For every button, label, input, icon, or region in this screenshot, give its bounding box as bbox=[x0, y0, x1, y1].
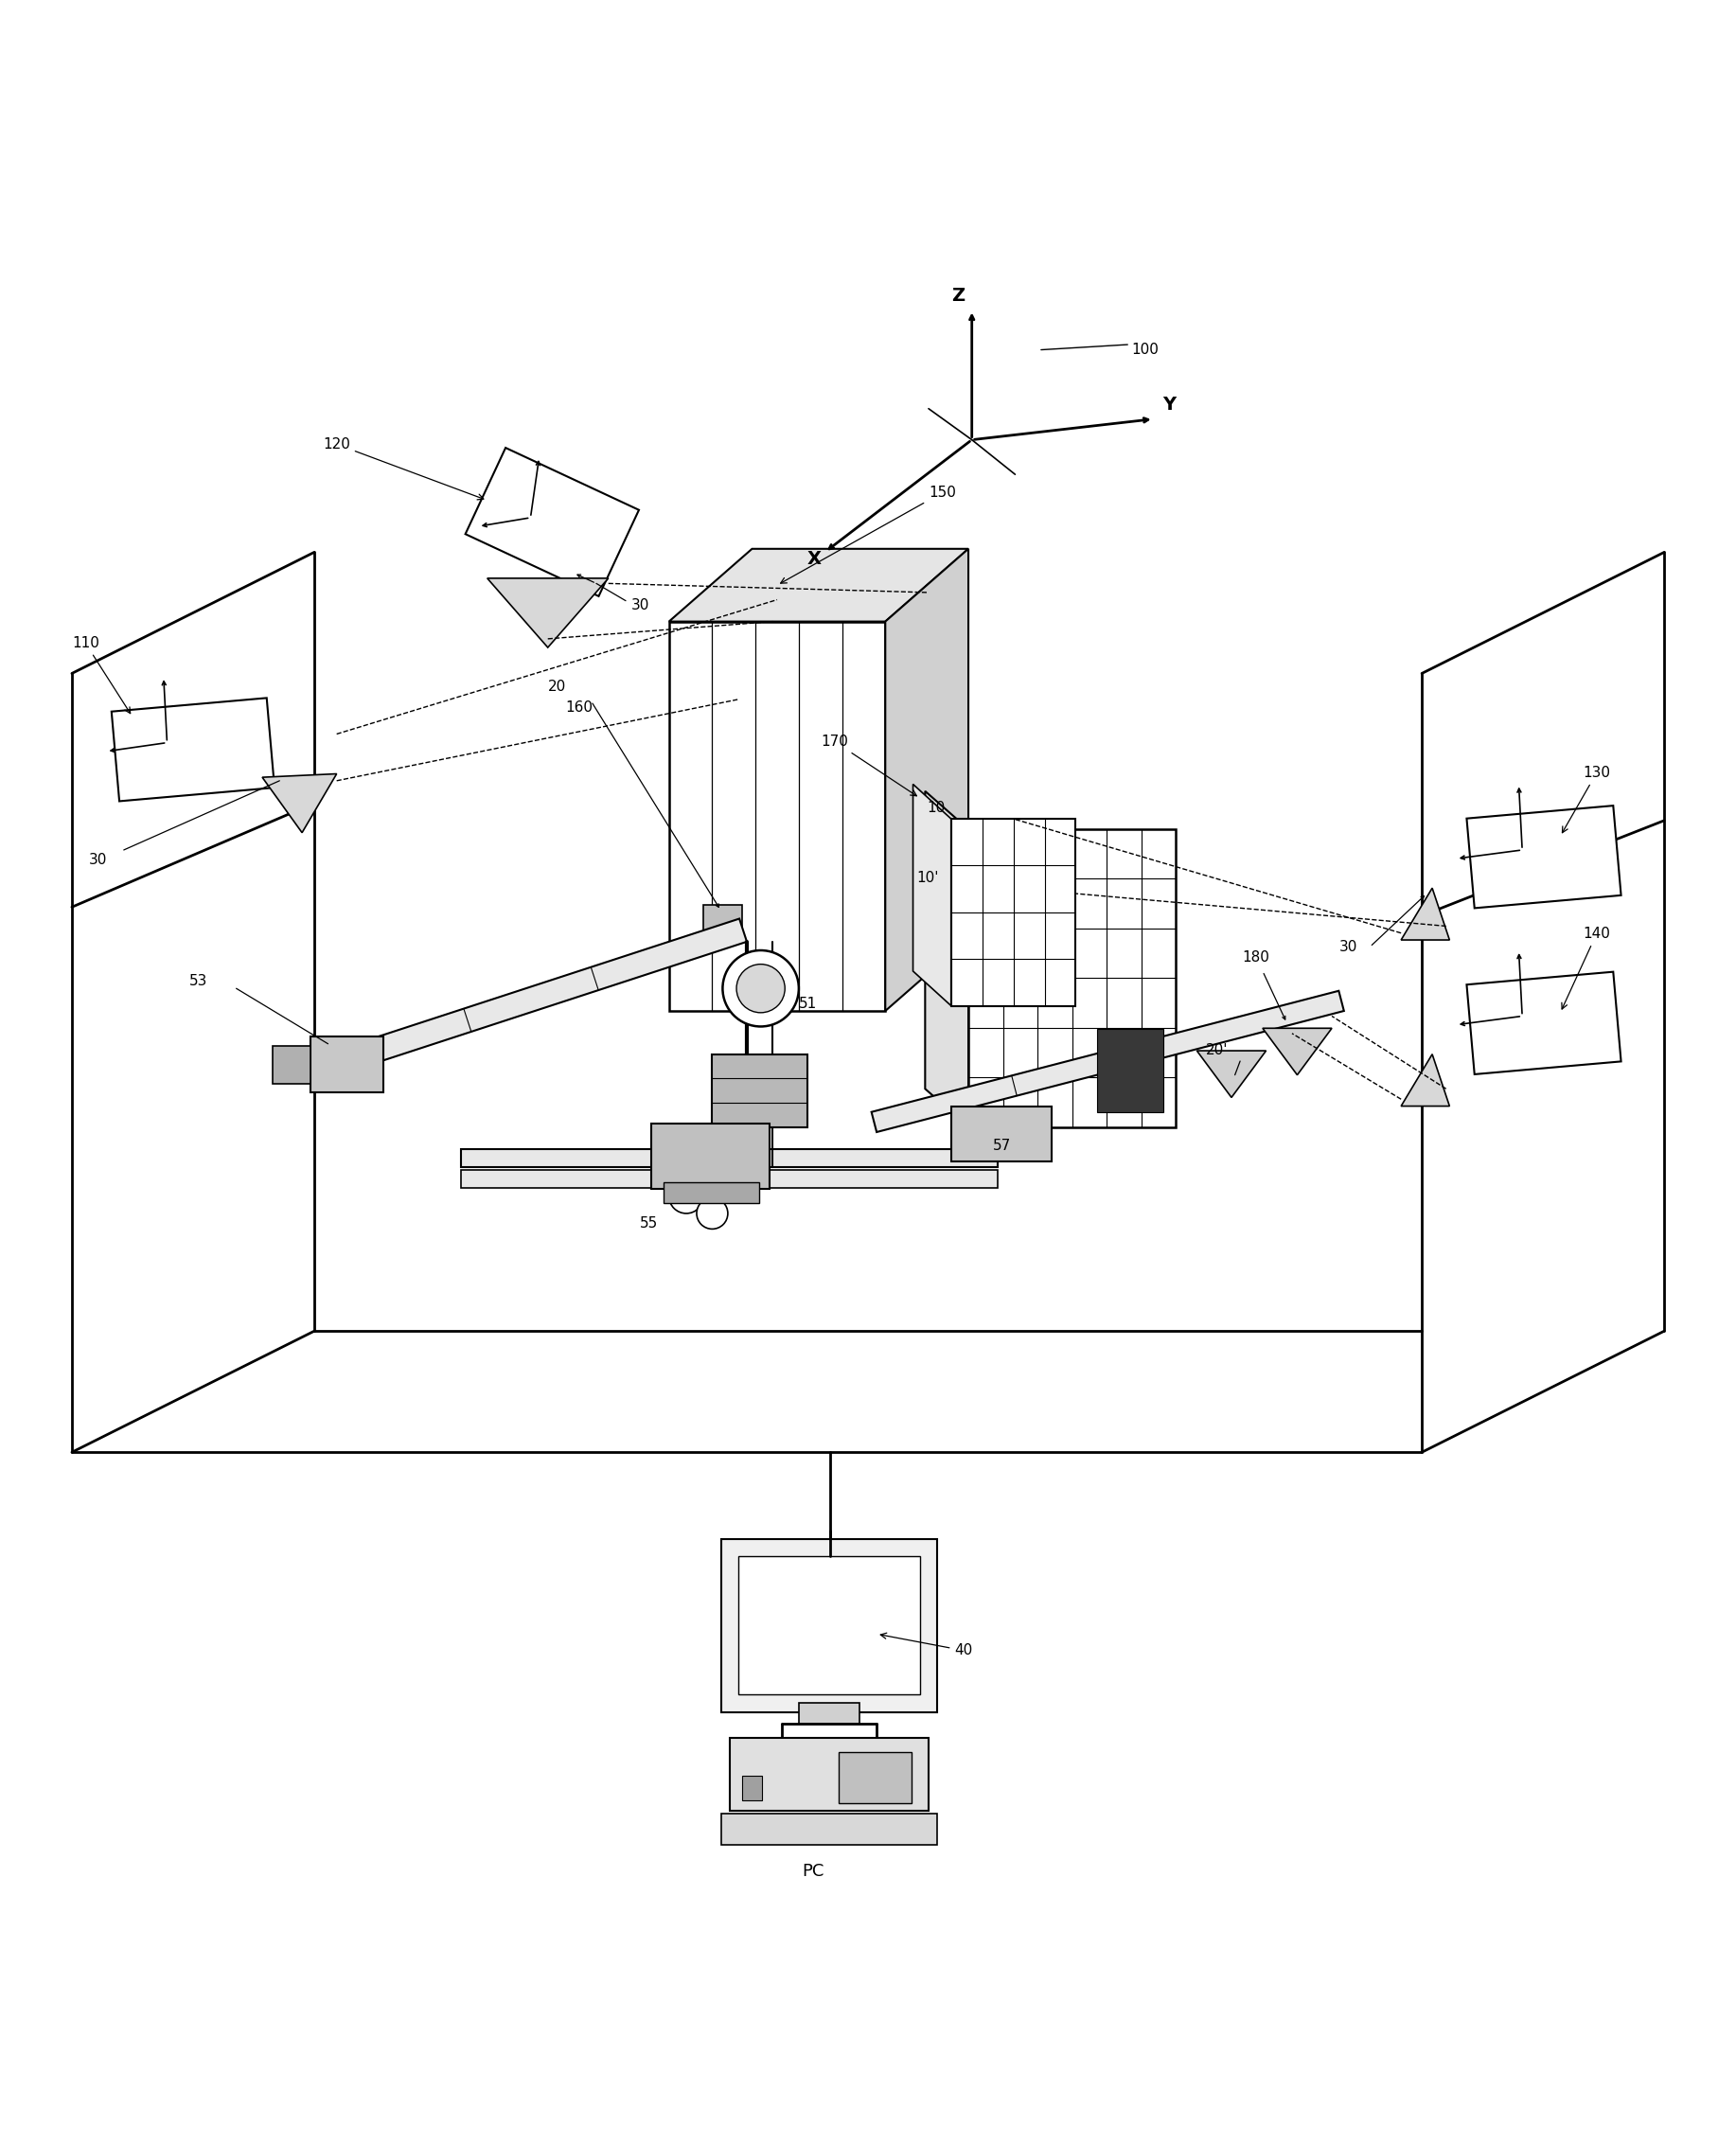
Text: 150: 150 bbox=[781, 486, 957, 583]
Text: 30: 30 bbox=[630, 598, 649, 613]
Polygon shape bbox=[1401, 1054, 1450, 1106]
Text: 57: 57 bbox=[993, 1138, 1010, 1153]
Text: 30: 30 bbox=[89, 853, 108, 868]
Polygon shape bbox=[316, 919, 746, 1080]
Polygon shape bbox=[1196, 1050, 1266, 1097]
Text: 160: 160 bbox=[566, 701, 592, 716]
Bar bbox=[738, 1556, 920, 1695]
Polygon shape bbox=[1401, 887, 1450, 941]
Polygon shape bbox=[668, 549, 969, 621]
Bar bbox=[729, 1738, 929, 1811]
Bar bbox=[311, 1037, 384, 1093]
Bar bbox=[838, 1751, 911, 1804]
Polygon shape bbox=[913, 784, 951, 1005]
Text: 110: 110 bbox=[71, 636, 130, 714]
Bar bbox=[969, 829, 1175, 1127]
Polygon shape bbox=[1467, 806, 1621, 909]
Bar bbox=[273, 1046, 311, 1084]
Text: 30: 30 bbox=[1338, 939, 1358, 954]
Text: Z: Z bbox=[951, 287, 965, 304]
Polygon shape bbox=[111, 699, 274, 801]
Circle shape bbox=[283, 1050, 311, 1078]
Text: 180: 180 bbox=[1241, 949, 1269, 964]
Polygon shape bbox=[925, 791, 969, 1127]
Bar bbox=[668, 621, 885, 1011]
Circle shape bbox=[722, 949, 799, 1026]
Text: 53: 53 bbox=[189, 975, 208, 988]
Circle shape bbox=[736, 964, 785, 1014]
Text: 10: 10 bbox=[927, 801, 944, 814]
Bar bbox=[741, 1777, 762, 1800]
Text: 140: 140 bbox=[1562, 928, 1609, 1009]
Polygon shape bbox=[871, 990, 1344, 1132]
Bar bbox=[703, 904, 741, 936]
Text: 130: 130 bbox=[1562, 765, 1611, 834]
Bar bbox=[663, 1183, 759, 1202]
Bar bbox=[651, 1123, 769, 1189]
Bar bbox=[720, 1539, 937, 1712]
Circle shape bbox=[668, 1179, 703, 1213]
Text: 10': 10' bbox=[917, 870, 939, 885]
Text: 55: 55 bbox=[639, 1217, 658, 1230]
Circle shape bbox=[696, 1198, 727, 1228]
Bar bbox=[712, 1054, 807, 1127]
Polygon shape bbox=[488, 579, 608, 647]
Text: 20': 20' bbox=[1205, 1044, 1227, 1059]
Polygon shape bbox=[462, 1170, 998, 1187]
Text: 120: 120 bbox=[323, 437, 484, 499]
Text: 100: 100 bbox=[1132, 343, 1158, 356]
Polygon shape bbox=[262, 774, 337, 834]
Text: 51: 51 bbox=[799, 996, 818, 1011]
Polygon shape bbox=[1262, 1029, 1332, 1076]
Text: Y: Y bbox=[1161, 396, 1175, 414]
Text: 170: 170 bbox=[821, 735, 917, 795]
Polygon shape bbox=[462, 1149, 998, 1166]
Text: PC: PC bbox=[802, 1862, 823, 1879]
Polygon shape bbox=[885, 549, 969, 1011]
Bar bbox=[951, 819, 1076, 1005]
Bar bbox=[799, 1704, 859, 1723]
Polygon shape bbox=[465, 448, 639, 596]
Bar bbox=[951, 1106, 1052, 1162]
Text: 40: 40 bbox=[880, 1633, 972, 1657]
Bar bbox=[720, 1813, 937, 1845]
Text: X: X bbox=[807, 551, 821, 568]
Text: 20: 20 bbox=[549, 679, 566, 694]
Bar bbox=[1097, 1029, 1163, 1112]
Polygon shape bbox=[1467, 971, 1621, 1074]
